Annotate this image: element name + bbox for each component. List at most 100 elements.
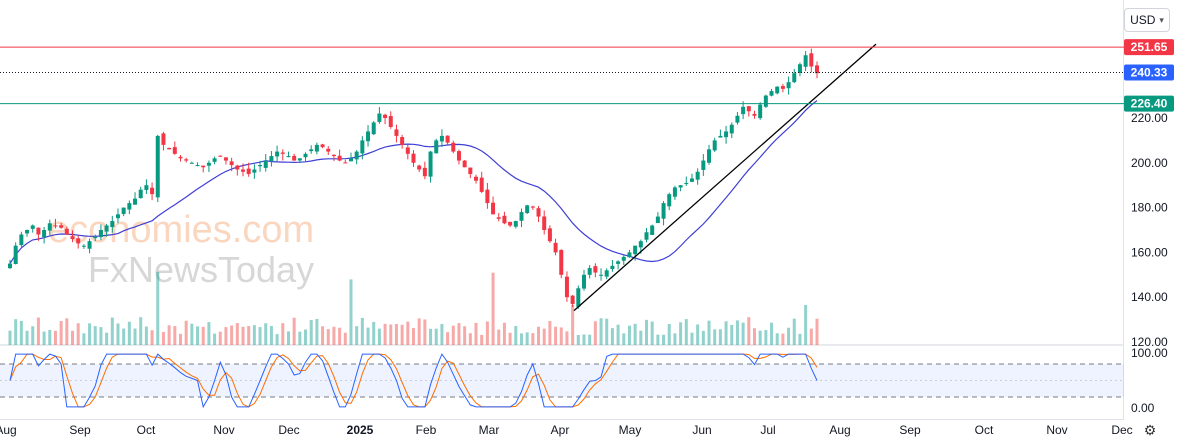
volume-bar (701, 330, 705, 345)
volume-bar (627, 325, 631, 345)
volume-bar (389, 324, 393, 345)
volume-bar (770, 322, 774, 345)
volume-bar (230, 325, 234, 345)
candle-body (81, 245, 86, 247)
volume-bar (139, 317, 143, 345)
candle-body (303, 153, 308, 158)
volume-bar (815, 318, 819, 345)
volume-bar (730, 324, 734, 345)
time-axis[interactable]: Aug Sep Oct Nov Dec 2025 Feb Mar Apr May Jun Jul Aug… (0, 423, 1133, 437)
candle-body (684, 182, 689, 184)
trendline[interactable] (573, 43, 877, 312)
price-axis[interactable]: 220.00 200.00 180.00 160.00 140.00 120.00 (1131, 111, 1168, 349)
currency-selector[interactable]: USD ▾ (1124, 8, 1170, 32)
volume-bar (53, 330, 57, 345)
moving-average (9, 100, 818, 264)
candle-body (286, 156, 291, 158)
candle-body (218, 155, 223, 157)
candle-body (178, 156, 183, 159)
volume-bar (292, 317, 296, 345)
volume-bar (537, 326, 541, 345)
time-tick-label: Mar (479, 423, 500, 437)
watermark-line-2: FxNewsToday (88, 249, 314, 290)
volume-bar (639, 330, 643, 345)
candle-body (400, 137, 405, 145)
candle-body (411, 153, 416, 163)
candle-body (451, 142, 456, 152)
candle-body (138, 189, 143, 199)
volume-bar (440, 323, 444, 345)
volume-bar (184, 320, 188, 345)
volume-bar (88, 323, 92, 345)
volume-bar (792, 318, 796, 345)
volume-bar (463, 326, 467, 345)
candle-body (167, 147, 172, 150)
volume-bar (315, 318, 319, 345)
candle-body (434, 140, 439, 154)
candle-body (559, 249, 564, 275)
volume-bar (656, 334, 660, 345)
volume-bar (196, 326, 200, 345)
candle-body (70, 236, 75, 239)
candle-body (803, 55, 808, 67)
candle-body (331, 154, 336, 157)
volume-bar (93, 326, 97, 345)
volume-bar (610, 328, 614, 345)
candle-body (786, 82, 791, 89)
candle-body (542, 216, 547, 230)
volume-bar (264, 323, 268, 345)
candle-body (309, 149, 314, 152)
candle-body (604, 270, 609, 277)
volume-bar (741, 322, 745, 345)
time-tick-label: Aug (0, 423, 17, 437)
volume-bar (372, 321, 376, 345)
candle-body (593, 266, 598, 273)
volume-bar (14, 319, 18, 345)
candle-body (223, 157, 228, 161)
candle-body (388, 116, 393, 127)
volume-bar (71, 330, 75, 345)
volume-bar (258, 327, 262, 345)
volume-bar (25, 330, 29, 345)
volume-bar (355, 326, 359, 345)
candle-body (644, 232, 649, 240)
volume-bar (417, 318, 421, 345)
volume-bar (696, 324, 700, 345)
candle-body (672, 187, 677, 197)
candle-body (30, 225, 35, 229)
candle-body (519, 212, 524, 221)
candle-body (712, 140, 717, 151)
candle-body (650, 225, 655, 235)
level-badge-label: 240.33 (1131, 65, 1168, 79)
candle-body (417, 165, 422, 170)
candle-body (8, 263, 12, 269)
time-tick-label: Sep (899, 423, 921, 437)
volume-bar (679, 322, 683, 345)
candle-body (428, 151, 433, 177)
volume-bar (525, 332, 529, 345)
candle-body (98, 230, 103, 238)
volume-bar (548, 320, 552, 345)
volume-bar (309, 320, 313, 345)
candle-body (769, 91, 774, 96)
volume-bar (593, 321, 597, 345)
volume-bar (286, 331, 290, 345)
volume-bar (804, 305, 808, 345)
candle-body (246, 168, 251, 174)
candle-body (64, 228, 69, 235)
volume-bar (457, 323, 461, 345)
time-tick-label: Apr (551, 423, 570, 437)
volume-bar (713, 329, 717, 345)
settings-gear-icon[interactable]: ⚙ (1143, 421, 1157, 438)
candle-body (263, 160, 268, 168)
candle-body (252, 169, 257, 173)
candle-body (13, 245, 18, 264)
level-badge-label: 251.65 (1131, 40, 1168, 54)
candle-body (581, 274, 586, 289)
time-tick-label: May (619, 423, 642, 437)
price-tick-label: 120.00 (1131, 335, 1168, 349)
candle-body (775, 86, 780, 94)
candle-body (689, 178, 694, 182)
price-tick-label: 160.00 (1131, 245, 1168, 259)
